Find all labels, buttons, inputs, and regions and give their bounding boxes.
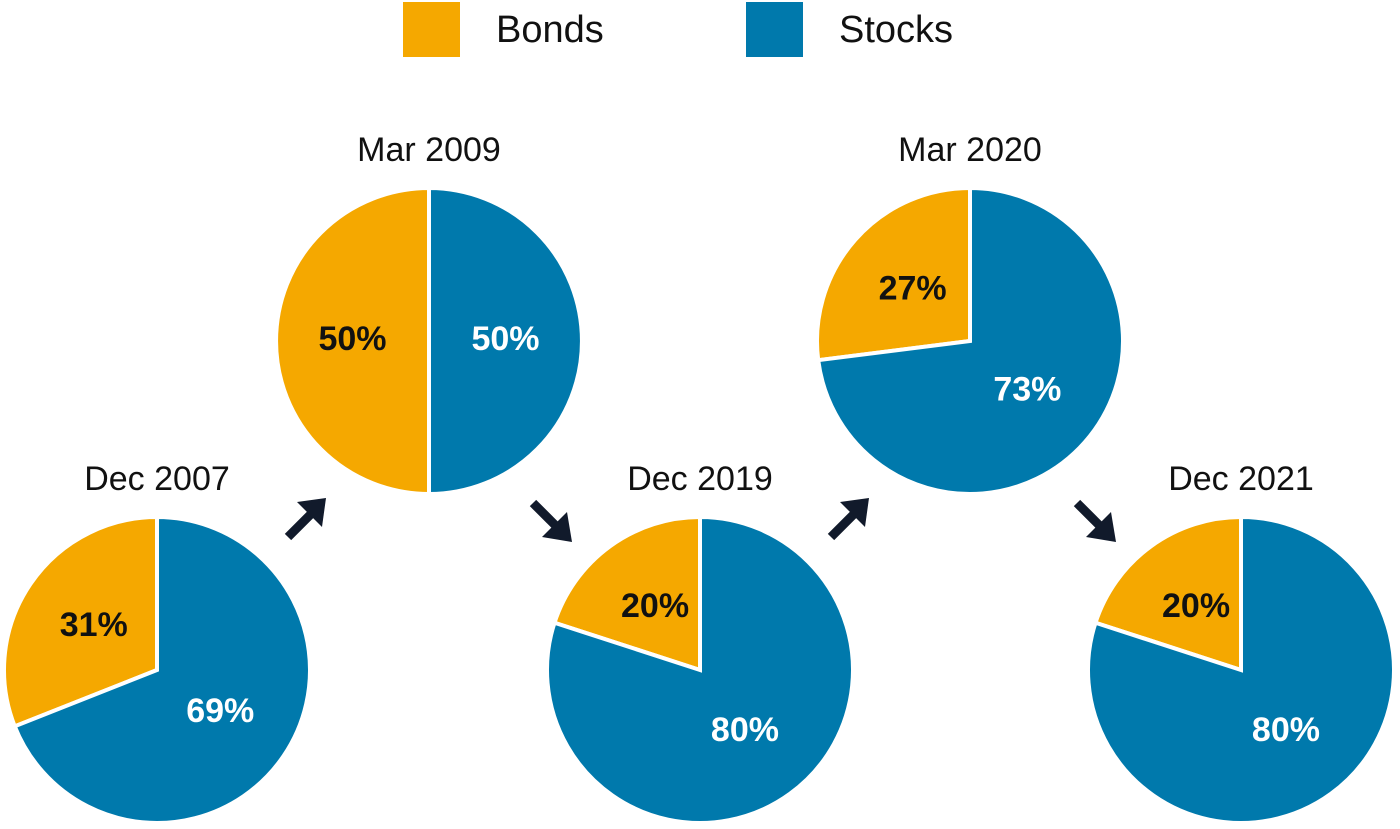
pie-title: Mar 2020 [898,131,1042,169]
slice-label: 27% [879,269,947,307]
legend-label: Stocks [839,9,953,51]
arrow [529,499,572,542]
slice-label: 80% [1252,711,1320,749]
pie-title: Dec 2019 [627,460,773,498]
legend-label: Bonds [496,9,604,51]
arrow [827,498,869,541]
pie-slice [1092,514,1243,673]
slice-label: 50% [318,320,386,358]
pie-slice [12,514,312,825]
pie-slice [815,185,972,363]
pie-slice [1086,514,1396,825]
pie-title: Dec 2021 [1168,460,1314,498]
pie-title: Dec 2007 [84,460,230,498]
pie-slice [545,514,855,825]
slice-label: 80% [711,711,779,749]
pie-slice [2,514,159,729]
pie-title: Mar 2009 [357,131,501,169]
legend-swatch [746,2,803,57]
legend-swatch [403,2,460,57]
arrows [284,498,1116,542]
pie-slice [427,185,584,497]
arrow [284,498,326,541]
slice-label: 20% [1162,587,1230,625]
arrow [1073,499,1116,542]
pie-slice [551,514,702,673]
pie-slice [815,185,1125,496]
slice-label: 69% [186,692,254,730]
slice-label: 73% [993,371,1061,409]
slice-label: 50% [471,320,539,358]
pie-slice [274,185,431,497]
slice-label: 20% [621,587,689,625]
slice-label: 31% [60,606,128,644]
